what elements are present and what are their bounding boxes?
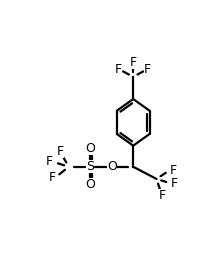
Text: F: F — [159, 189, 166, 202]
Text: O: O — [85, 178, 95, 191]
Text: F: F — [130, 56, 137, 69]
Text: O: O — [107, 160, 117, 173]
Text: S: S — [86, 160, 94, 173]
Text: F: F — [170, 163, 177, 177]
Text: F: F — [144, 63, 151, 76]
Text: O: O — [85, 143, 95, 155]
Text: F: F — [56, 145, 63, 158]
Text: F: F — [46, 155, 53, 168]
Text: F: F — [115, 63, 122, 76]
Text: F: F — [171, 177, 178, 190]
Text: F: F — [48, 171, 56, 184]
